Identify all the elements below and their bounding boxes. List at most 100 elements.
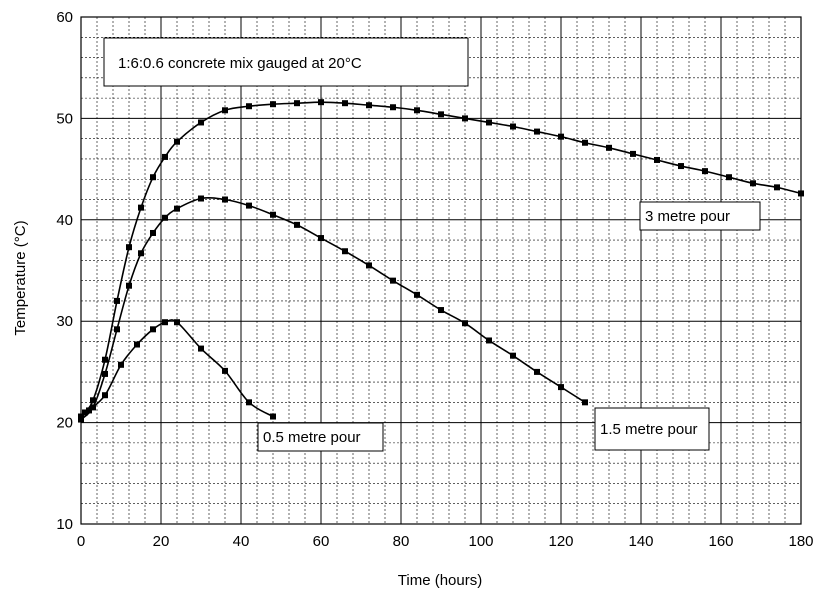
data-point bbox=[114, 326, 120, 333]
data-point bbox=[174, 319, 180, 326]
data-point bbox=[438, 111, 444, 118]
data-point bbox=[102, 370, 108, 377]
series-line-3-metre-pour bbox=[80, 101, 802, 419]
series-label-0-5-metre-pour: 0.5 metre pour bbox=[257, 422, 384, 452]
data-point bbox=[630, 150, 636, 157]
data-point bbox=[174, 205, 180, 212]
data-point bbox=[342, 248, 348, 255]
data-point bbox=[414, 107, 420, 114]
series-label-box bbox=[257, 422, 384, 452]
data-point bbox=[318, 235, 324, 242]
data-point bbox=[750, 180, 756, 187]
data-point bbox=[150, 174, 156, 181]
y-tick-label: 60 bbox=[56, 9, 73, 26]
series-1-5-metre-pour bbox=[78, 195, 588, 423]
data-point bbox=[342, 100, 348, 107]
data-point bbox=[162, 319, 168, 326]
data-point bbox=[150, 326, 156, 333]
y-tick-label: 30 bbox=[56, 313, 73, 330]
data-point bbox=[134, 341, 140, 348]
data-point bbox=[486, 119, 492, 126]
data-point bbox=[114, 297, 120, 304]
data-point bbox=[86, 407, 92, 414]
series-labels: 3 metre pour 1.5 metre pour 0.5 metre pour bbox=[257, 201, 761, 452]
data-point bbox=[162, 153, 168, 160]
data-point bbox=[510, 352, 516, 359]
series-line-1-5-metre-pour bbox=[80, 197, 586, 421]
x-tick-label: 40 bbox=[233, 533, 250, 550]
data-point bbox=[246, 399, 252, 406]
data-point bbox=[78, 416, 84, 423]
data-point bbox=[390, 104, 396, 111]
data-point bbox=[78, 413, 84, 420]
x-tick-label: 140 bbox=[628, 533, 653, 550]
data-point bbox=[702, 168, 708, 175]
data-point bbox=[82, 409, 88, 416]
series-label-1-5-metre-pour: 1.5 metre pour bbox=[594, 407, 710, 451]
data-point bbox=[126, 282, 132, 289]
data-point bbox=[90, 397, 96, 404]
data-point bbox=[510, 123, 516, 130]
y-tick-label: 40 bbox=[56, 212, 73, 229]
data-point bbox=[294, 100, 300, 107]
series-label-box bbox=[639, 201, 761, 231]
data-point bbox=[462, 320, 468, 327]
data-point bbox=[534, 368, 540, 375]
series-label-text: 1.5 metre pour bbox=[600, 421, 698, 438]
x-tick-label: 0 bbox=[77, 533, 85, 550]
data-point bbox=[270, 211, 276, 218]
series-0-5-metre-pour bbox=[78, 319, 276, 420]
data-point bbox=[270, 413, 276, 420]
data-point bbox=[678, 163, 684, 170]
data-point bbox=[390, 277, 396, 284]
plot-frame bbox=[80, 16, 802, 525]
data-point bbox=[318, 99, 324, 106]
data-point bbox=[558, 384, 564, 391]
data-point bbox=[270, 101, 276, 108]
data-point bbox=[118, 361, 124, 368]
data-point bbox=[246, 103, 252, 110]
series-label-3-metre-pour: 3 metre pour bbox=[639, 201, 761, 231]
data-point bbox=[138, 204, 144, 211]
data-point bbox=[486, 337, 492, 344]
series-label-text: 3 metre pour bbox=[645, 208, 730, 225]
data-point bbox=[366, 262, 372, 269]
data-point bbox=[126, 244, 132, 251]
y-tick-label: 50 bbox=[56, 110, 73, 127]
data-point bbox=[606, 144, 612, 151]
data-point bbox=[102, 392, 108, 399]
data-point bbox=[162, 214, 168, 221]
data-point bbox=[414, 291, 420, 298]
x-tick-label: 160 bbox=[708, 533, 733, 550]
y-tick-label: 20 bbox=[56, 415, 73, 432]
data-point bbox=[150, 229, 156, 236]
data-point bbox=[102, 356, 108, 363]
x-tick-label: 120 bbox=[548, 533, 573, 550]
annotation-box: 1:6:0.6 concrete mix gauged at 20°C bbox=[103, 37, 469, 87]
series bbox=[78, 99, 804, 423]
data-point bbox=[726, 174, 732, 181]
data-point bbox=[366, 102, 372, 109]
data-point bbox=[198, 345, 204, 352]
data-point bbox=[462, 115, 468, 122]
x-tick-label: 180 bbox=[788, 533, 813, 550]
x-tick-label: 20 bbox=[153, 533, 170, 550]
data-point bbox=[198, 119, 204, 126]
data-point bbox=[246, 202, 252, 209]
data-point bbox=[294, 221, 300, 228]
data-point bbox=[138, 250, 144, 257]
data-point bbox=[654, 156, 660, 163]
y-axis-label: Temperature (°C) bbox=[12, 220, 29, 335]
data-point bbox=[222, 367, 228, 374]
data-point bbox=[222, 196, 228, 203]
y-tick-label: 10 bbox=[56, 516, 73, 533]
tick-labels: 0 20 40 60 80 100 120 140 160 180 10 20 30 40 50 60 bbox=[56, 9, 813, 550]
data-point bbox=[774, 184, 780, 191]
data-point bbox=[582, 139, 588, 146]
data-point bbox=[534, 128, 540, 135]
data-point bbox=[222, 107, 228, 114]
series-label-text: 0.5 metre pour bbox=[263, 429, 361, 446]
series-label-box bbox=[594, 407, 710, 451]
data-point bbox=[582, 399, 588, 406]
